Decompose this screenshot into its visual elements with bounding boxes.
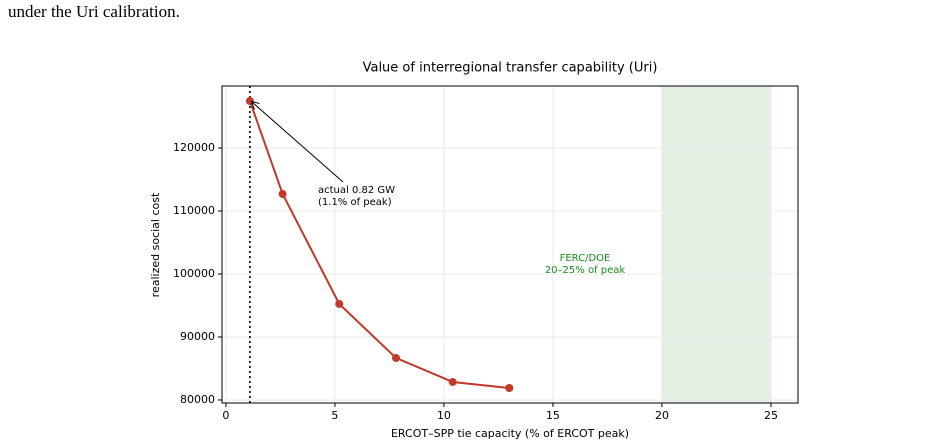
y-tick-label: 120000 — [173, 141, 215, 154]
data-line — [248, 100, 510, 390]
data-point — [505, 384, 514, 393]
body-text: under the Uri calibration. — [8, 2, 180, 21]
annotation-arrow — [252, 102, 344, 183]
annotation: (1.1% of peak) — [318, 197, 392, 208]
x-tick-label: 5 — [331, 409, 338, 422]
chart-title: Value of interregional transfer capabili… — [363, 61, 658, 76]
y-tick-label: 110000 — [173, 204, 215, 217]
x-tick-label: 0 — [222, 409, 229, 422]
x-axis-label: ERCOT–SPP tie capacity (% of ERCOT peak) — [391, 427, 629, 440]
annotation: 20–25% of peak — [545, 265, 626, 276]
annotation: FERC/DOE — [560, 253, 611, 264]
plot-frame — [221, 85, 799, 404]
data-point — [335, 299, 344, 308]
y-axis-label: realized social cost — [149, 192, 162, 297]
x-tick-label: 10 — [437, 409, 451, 422]
data-point — [278, 189, 287, 198]
shaded-span — [661, 85, 772, 404]
x-tick-label: 20 — [655, 409, 669, 422]
data-point — [448, 377, 457, 386]
data-point — [245, 96, 254, 105]
x-tick-label: 15 — [546, 409, 560, 422]
y-tick-label: 100000 — [173, 267, 215, 280]
data-point — [391, 353, 400, 362]
y-tick-label: 80000 — [180, 393, 215, 406]
x-tick-label: 25 — [764, 409, 778, 422]
annotation: actual 0.82 GW — [318, 185, 395, 196]
y-tick-label: 90000 — [180, 330, 215, 343]
